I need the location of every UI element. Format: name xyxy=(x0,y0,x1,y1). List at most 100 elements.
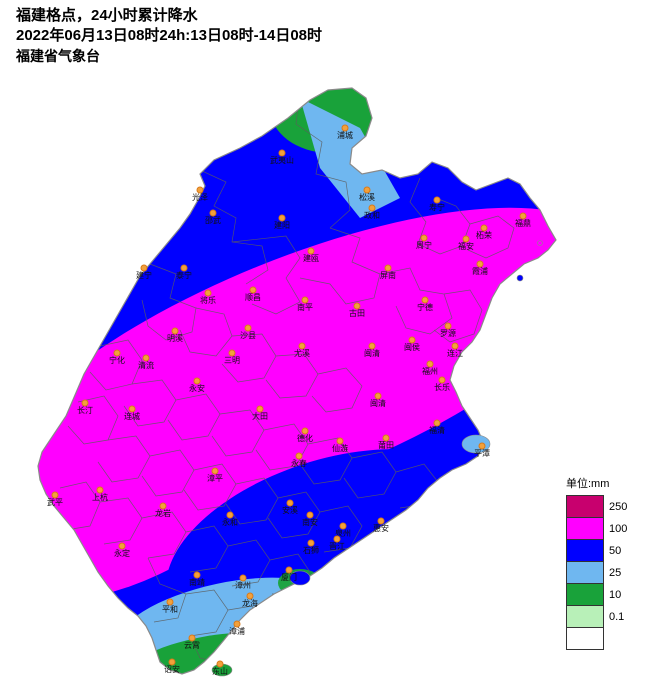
station-dot xyxy=(159,502,167,510)
legend-cell-label: 0.1 xyxy=(609,610,625,623)
station-label: 尤溪 xyxy=(294,349,310,358)
station-label: 漳平 xyxy=(207,474,223,483)
county-boundaries xyxy=(59,88,515,674)
station-dot xyxy=(368,342,376,350)
station-dot xyxy=(421,296,429,304)
station-label: 政和 xyxy=(364,211,380,220)
station-label: 龙海 xyxy=(242,599,258,608)
station-dot xyxy=(193,571,201,579)
legend-cell-label: 250 xyxy=(609,500,628,513)
station-label: 宁化 xyxy=(109,356,125,365)
station-label: 武夷山 xyxy=(270,156,294,165)
legend-cell: 100 xyxy=(567,517,627,539)
station-dot xyxy=(96,486,104,494)
station-dot xyxy=(433,419,441,427)
legend-cell-label: 10 xyxy=(609,588,622,601)
station-label: 长汀 xyxy=(77,406,93,415)
station-label: 建阳 xyxy=(274,221,290,230)
station-label: 沙县 xyxy=(240,331,256,340)
station-label: 罗源 xyxy=(440,329,456,338)
station-label: 南安 xyxy=(302,518,318,527)
station-dot xyxy=(301,296,309,304)
legend-cell-label: 100 xyxy=(609,522,628,535)
station-label: 永定 xyxy=(114,549,130,558)
station-dot xyxy=(233,620,241,628)
station-dot xyxy=(382,434,390,442)
station-label: 明溪 xyxy=(167,334,183,343)
station-dot xyxy=(307,247,315,255)
station-label: 福州 xyxy=(422,367,438,376)
station-dot xyxy=(444,322,452,330)
legend-color-bar: 250 100 50 25 10 0.1 xyxy=(566,495,627,650)
station-label: 屏南 xyxy=(380,271,396,280)
station-label: 建宁 xyxy=(136,271,152,280)
station-dot xyxy=(166,598,174,606)
station-label: 大田 xyxy=(252,412,268,421)
station-label: 厦门 xyxy=(281,573,297,582)
station-dot xyxy=(256,405,264,413)
station-dot xyxy=(438,376,446,384)
station-dot xyxy=(226,511,234,519)
station-dot xyxy=(81,399,89,407)
station-label: 浦城 xyxy=(337,131,353,140)
station-dot xyxy=(341,124,349,132)
station-label: 福清 xyxy=(429,426,445,435)
station-label: 仙游 xyxy=(332,444,348,453)
legend-cell: 0.1 xyxy=(567,605,624,627)
station-dot xyxy=(211,467,219,475)
station-dot xyxy=(239,574,247,582)
station-label: 建瓯 xyxy=(303,254,319,263)
station-label: 宁德 xyxy=(417,303,433,312)
station-dot xyxy=(118,542,126,550)
title-line-1: 福建格点，24小时累计降水 xyxy=(16,7,198,24)
station-dot xyxy=(476,260,484,268)
station-dot xyxy=(246,592,254,600)
station-dot xyxy=(426,360,434,368)
station-label: 松溪 xyxy=(359,193,375,202)
station-dot xyxy=(51,491,59,499)
station-dot xyxy=(196,186,204,194)
station-label: 云霄 xyxy=(184,641,200,650)
station-label: 惠安 xyxy=(373,524,389,533)
station-dot xyxy=(333,535,341,543)
station-label: 安溪 xyxy=(282,506,298,515)
title-block: 福建格点，24小时累计降水 2022年06月13日08时24h:13日08时-1… xyxy=(16,6,322,65)
station-label: 寿宁 xyxy=(429,203,445,212)
station-dot xyxy=(462,235,470,243)
title-line-2: 2022年06月13日08时24h:13日08时-14日08时 xyxy=(16,27,322,45)
station-label: 长乐 xyxy=(434,383,450,392)
station-dot xyxy=(295,452,303,460)
legend-cell-label: 50 xyxy=(609,544,622,557)
station-dot xyxy=(298,342,306,350)
station-dot xyxy=(180,264,188,272)
station-dot xyxy=(249,286,257,294)
station-dot xyxy=(408,336,416,344)
station-label: 闽侯 xyxy=(404,343,420,352)
station-label: 清流 xyxy=(138,361,154,370)
station-label: 永安 xyxy=(189,384,205,393)
station-label: 霞浦 xyxy=(472,267,488,276)
station-label: 周宁 xyxy=(416,241,432,250)
station-dot xyxy=(168,658,176,666)
station-dot xyxy=(363,186,371,194)
station-dot xyxy=(384,264,392,272)
station-label: 泉州 xyxy=(335,529,351,538)
station-dot xyxy=(286,499,294,507)
station-dot xyxy=(374,392,382,400)
station-dot xyxy=(301,427,309,435)
station-label: 闽清 xyxy=(370,399,386,408)
station-dot xyxy=(113,349,121,357)
station-dot xyxy=(171,327,179,335)
map-svg xyxy=(37,87,557,677)
station-label: 福鼎 xyxy=(515,219,531,228)
station-label: 永春 xyxy=(291,459,307,468)
province-outline xyxy=(37,87,557,675)
station-dot xyxy=(142,354,150,362)
station-label: 漳浦 xyxy=(229,627,245,636)
station-dot xyxy=(128,405,136,413)
station-label: 石狮 xyxy=(303,546,319,555)
station-dot xyxy=(306,511,314,519)
precipitation-map[interactable]: 浦城 武夷山 光泽 松溪 政和 寿宁 邵武 建阳 福鼎 柘荣 周宁 福安 建瓯 建宁 泰宁 屏南 霞浦 将乐 顺昌南… xyxy=(0,78,650,693)
station-dot xyxy=(480,224,488,232)
legend-cell: 10 xyxy=(567,583,621,605)
